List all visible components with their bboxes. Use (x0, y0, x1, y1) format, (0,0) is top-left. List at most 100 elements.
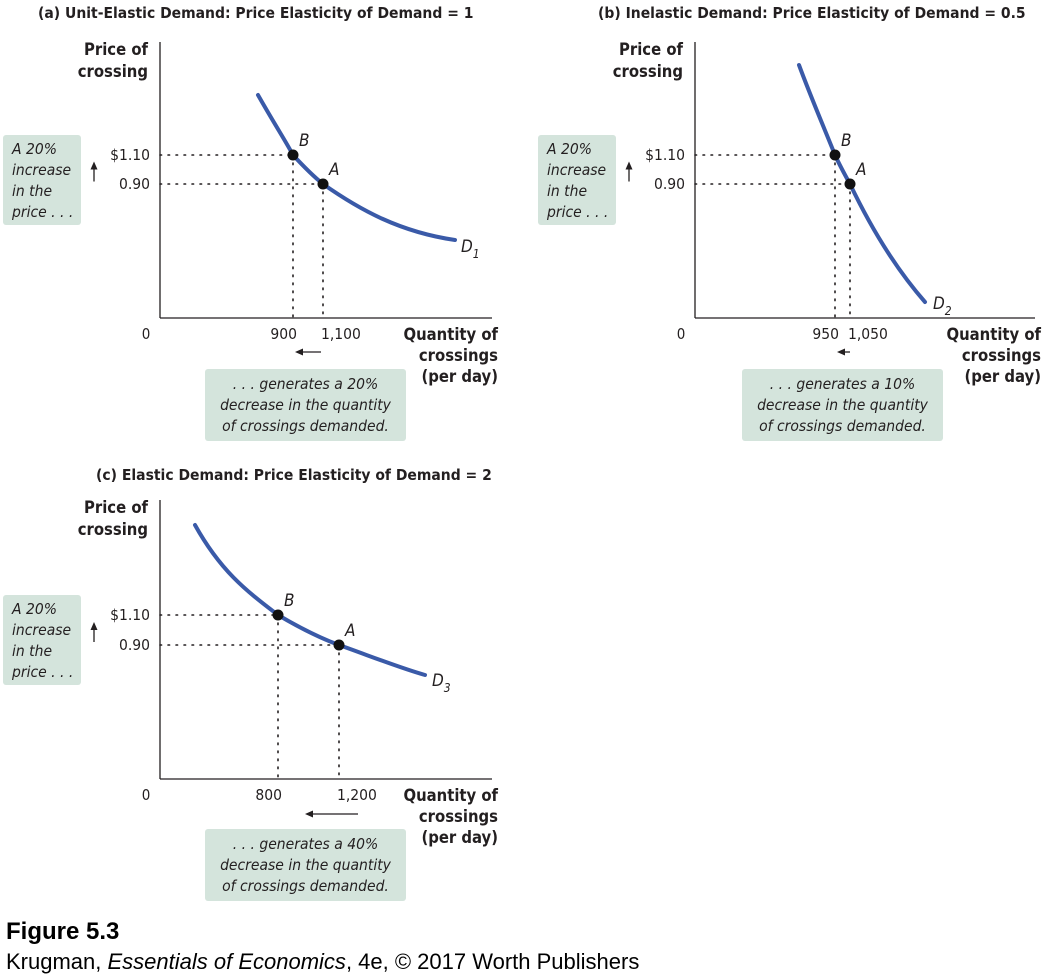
x-tick-label: 800 (255, 786, 282, 804)
price-callout-line: in the (547, 182, 587, 200)
title-text: Inelastic Demand: Price Elasticity of De… (626, 4, 1026, 22)
citation-publisher: , 4e, © 2017 Worth Publishers (345, 949, 640, 974)
quantity-callout-line: . . . generates a 20% (233, 375, 378, 393)
price-increase-arrowhead (90, 622, 98, 630)
citation-author: Krugman, (6, 949, 108, 974)
curve-subscript: 3 (444, 681, 451, 695)
title-text: Elastic Demand: Price Elasticity of Dema… (122, 466, 492, 484)
y-axis-label: crossing (78, 62, 148, 81)
price-callout-line: price . . . (11, 203, 73, 221)
point-b (829, 149, 841, 161)
y-axis-label: Price of (619, 40, 684, 59)
price-callout-line: increase (547, 161, 606, 179)
price-callout-box (538, 135, 616, 225)
quantity-callout-box (205, 369, 406, 441)
price-callout-line: increase (12, 161, 71, 179)
price-callout-line: A 20% (546, 140, 592, 158)
y-tick-label: $1.10 (645, 146, 685, 164)
chart-panel-b: (b) Inelastic Demand: Price Elasticity o… (538, 4, 1042, 441)
price-callout-line: A 20% (11, 140, 57, 158)
curve-letter: D (933, 294, 945, 314)
figure-citation: Krugman, Essentials of Economics, 4e, © … (6, 949, 639, 975)
point-label-a: A (344, 621, 355, 641)
point-label-b: B (841, 131, 852, 151)
curve-subscript: 2 (945, 304, 952, 318)
x-axis-label: Quantity of (403, 325, 498, 344)
demand-curve-label: D2 (933, 294, 952, 318)
quantity-callout-line: decrease in the quantity (220, 856, 392, 874)
quantity-callout-box (205, 829, 406, 901)
demand-curve (193, 523, 427, 677)
price-callout-line: in the (12, 182, 52, 200)
y-axis-label: Price of (84, 40, 149, 59)
chart-title: (a) Unit-Elastic Demand: Price Elasticit… (38, 4, 473, 22)
point-label-b: B (299, 131, 310, 151)
curve-letter: D (432, 671, 444, 691)
y-axis-label: crossing (613, 62, 683, 81)
y-axis-label: Price of (84, 498, 149, 517)
chart-panel-c: (c) Elastic Demand: Price Elasticity of … (3, 466, 499, 901)
chart-panel-a: (a) Unit-Elastic Demand: Price Elasticit… (3, 4, 499, 441)
quantity-callout-line: of crossings demanded. (222, 417, 389, 435)
point-a (317, 178, 329, 190)
origin-label: 0 (677, 325, 686, 343)
x-axis-label: (per day) (964, 367, 1041, 386)
quantity-callout-line: . . . generates a 10% (770, 375, 915, 393)
figure-number: Figure 5.3 (6, 918, 120, 945)
price-callout-line: in the (12, 642, 52, 660)
quantity-callout-line: of crossings demanded. (759, 417, 926, 435)
point-label-b: B (284, 591, 295, 611)
chart-title: (b) Inelastic Demand: Price Elasticity o… (598, 4, 1026, 22)
x-tick-label: 900 (270, 325, 297, 343)
quantity-callout-box (742, 369, 943, 441)
x-tick-label: 1,200 (337, 786, 377, 804)
quantity-decrease-arrowhead (295, 348, 303, 356)
y-tick-label: 0.90 (119, 175, 150, 193)
demand-curve-label: D3 (432, 671, 451, 695)
quantity-callout-line: decrease in the quantity (220, 396, 392, 414)
point-b (272, 609, 284, 621)
origin-label: 0 (142, 786, 151, 804)
point-b (287, 149, 299, 161)
quantity-callout-line: . . . generates a 40% (233, 835, 378, 853)
price-callout-box (3, 135, 81, 225)
demand-curve (797, 63, 927, 304)
panel-label: (b) (598, 4, 626, 22)
price-callout-line: increase (12, 621, 71, 639)
x-tick-label: 950 (812, 325, 839, 343)
y-tick-label: 0.90 (654, 175, 685, 193)
x-axis-label: crossings (419, 346, 498, 365)
price-callout-line: A 20% (11, 600, 57, 618)
origin-label: 0 (142, 325, 151, 343)
point-label-a: A (328, 160, 339, 180)
demand-curve (256, 93, 457, 242)
demand-curve-label: D1 (461, 237, 480, 261)
x-axis-label: Quantity of (403, 786, 498, 805)
curve-subscript: 1 (473, 247, 480, 261)
price-callout-box (3, 595, 81, 685)
point-a (844, 178, 856, 190)
quantity-decrease-arrowhead (837, 348, 845, 356)
panel-label: (a) (38, 4, 65, 22)
quantity-callout-line: decrease in the quantity (757, 396, 929, 414)
panel-label: (c) (96, 466, 122, 484)
x-axis-label: (per day) (421, 367, 498, 386)
quantity-callout-line: of crossings demanded. (222, 877, 389, 895)
x-tick-label: 1,100 (321, 325, 361, 343)
x-axis-label: crossings (962, 346, 1041, 365)
y-tick-label: $1.10 (110, 606, 150, 624)
chart-title: (c) Elastic Demand: Price Elasticity of … (96, 466, 492, 484)
price-callout-line: price . . . (11, 663, 73, 681)
point-a (333, 639, 345, 651)
x-axis-label: crossings (419, 807, 498, 826)
price-increase-arrowhead (625, 161, 633, 170)
y-tick-label: 0.90 (119, 636, 150, 654)
title-text: Unit-Elastic Demand: Price Elasticity of… (65, 4, 473, 22)
x-tick-label: 1,050 (848, 325, 888, 343)
price-increase-arrowhead (90, 161, 98, 170)
quantity-decrease-arrowhead (305, 810, 313, 818)
citation-book-title: Essentials of Economics (107, 949, 346, 974)
y-tick-label: $1.10 (110, 146, 150, 164)
y-axis-label: crossing (78, 520, 148, 539)
